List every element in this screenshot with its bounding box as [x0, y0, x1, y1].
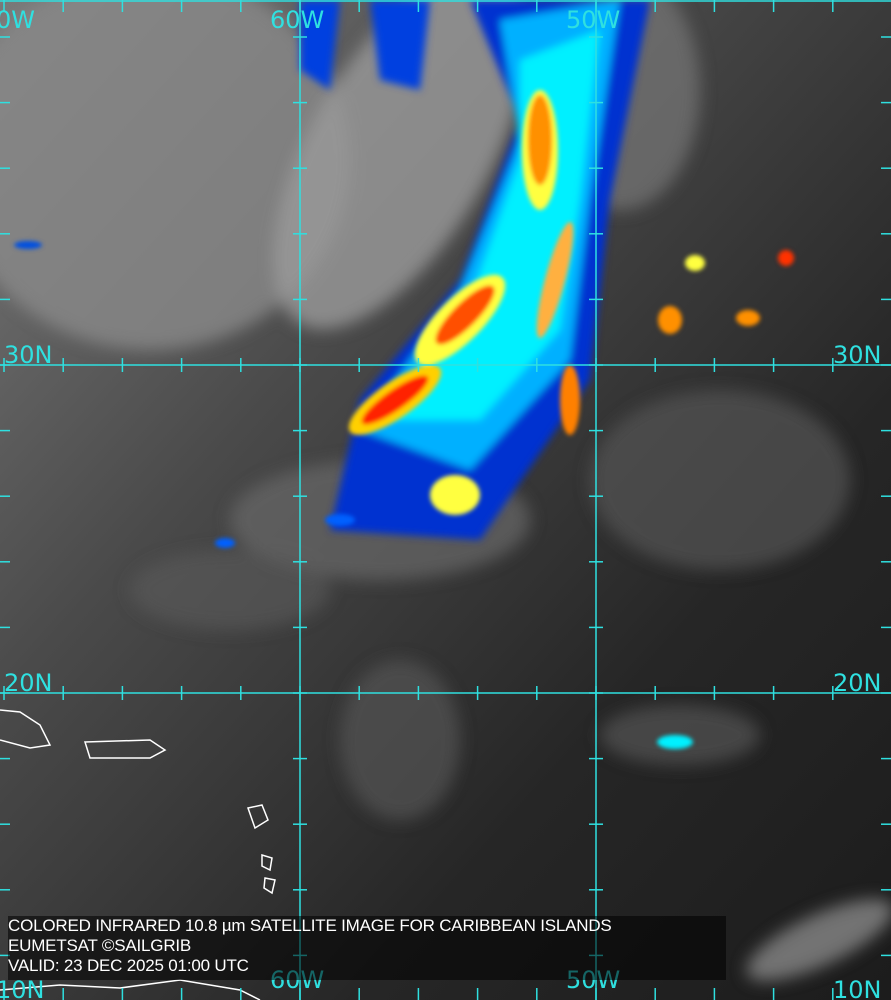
caption-credit: EUMETSAT ©SAILGRIB: [8, 936, 192, 955]
image-caption: COLORED INFRARED 10.8 µm SATELLITE IMAGE…: [8, 916, 726, 980]
longitude-label: 0W: [0, 6, 35, 34]
caption-valid-time: VALID: 23 DEC 2025 01:00 UTC: [8, 956, 249, 975]
longitude-label: 60W: [270, 6, 325, 34]
latitude-label: 20N: [4, 669, 53, 697]
latitude-label: 10N: [833, 976, 882, 1000]
latitude-label: 10N: [0, 976, 45, 1000]
caption-title: COLORED INFRARED 10.8 µm SATELLITE IMAGE…: [8, 916, 612, 935]
latitude-label: 20N: [833, 669, 882, 697]
latitude-label: 30N: [4, 341, 53, 369]
latitude-label: 30N: [833, 341, 882, 369]
coastlines: [0, 709, 276, 1000]
convection-band: [14, 0, 794, 749]
longitude-label: 50W: [566, 6, 621, 34]
